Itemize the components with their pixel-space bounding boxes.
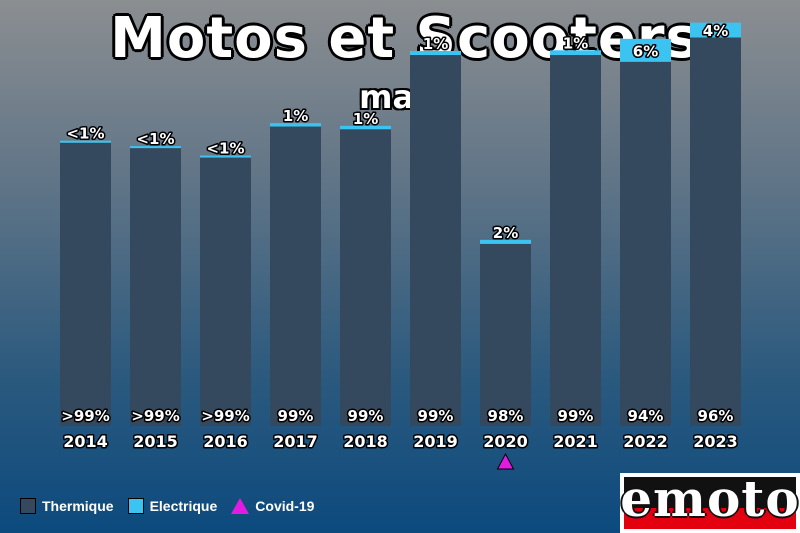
data-label-electrique-2017: 1% <box>283 107 308 125</box>
logo-black-band <box>624 477 796 508</box>
data-label-electrique-2018: 1% <box>353 110 378 128</box>
data-label-thermique-2016: >99% <box>201 407 249 425</box>
data-label-electrique-2022: 6% <box>633 42 658 60</box>
legend-item-covid: Covid-19 <box>231 498 314 514</box>
logo-text: emoto <box>620 469 800 528</box>
emoto-logo: emoto <box>620 469 800 533</box>
x-tick-label-2023: 2023 <box>693 432 738 451</box>
bar-thermique-2015 <box>130 148 181 426</box>
data-label-electrique-2014: <1% <box>66 125 104 143</box>
bar-thermique-2014 <box>60 142 111 426</box>
x-tick-label-2022: 2022 <box>623 432 668 451</box>
bar-electrique-2020 <box>480 239 531 244</box>
bar-electrique-2015 <box>130 146 181 149</box>
legend-label-covid: Covid-19 <box>255 498 315 514</box>
data-label-electrique-2016: <1% <box>206 140 244 158</box>
data-label-electrique-2021: 1% <box>563 34 588 52</box>
data-label-thermique-2017: 99% <box>278 407 314 425</box>
triangle-icon <box>231 498 250 514</box>
legend: Thermique Electrique Covid-19 <box>20 496 328 516</box>
data-label-electrique-2020: 2% <box>493 224 518 242</box>
covid-marker-2020 <box>496 452 515 470</box>
x-tick-label-2021: 2021 <box>553 432 598 451</box>
data-label-thermique-2019: 99% <box>418 407 454 425</box>
data-label-thermique-2014: >99% <box>61 407 109 425</box>
bar-thermique-2021 <box>550 55 601 427</box>
data-label-thermique-2023: 96% <box>698 407 734 425</box>
x-tick-label-2015: 2015 <box>133 432 178 451</box>
data-label-thermique-2015: >99% <box>131 407 179 425</box>
x-tick-label-2020: 2020 <box>483 432 528 451</box>
bar-electrique-2014 <box>60 140 111 143</box>
logo-red-band <box>624 508 796 529</box>
bar-thermique-2017 <box>270 126 321 426</box>
x-tick-label-2014: 2014 <box>63 432 108 451</box>
bar-electrique-2017 <box>270 123 321 127</box>
legend-label-electrique: Electrique <box>149 498 218 514</box>
x-tick-label-2019: 2019 <box>413 432 458 451</box>
bar-electrique-2018 <box>340 125 391 130</box>
data-label-thermique-2022: 94% <box>628 407 664 425</box>
data-label-thermique-2021: 99% <box>558 407 594 425</box>
bar-electrique-2023 <box>690 22 741 38</box>
x-tick-label-2016: 2016 <box>203 432 248 451</box>
x-tick-label-2017: 2017 <box>273 432 318 451</box>
data-label-thermique-2020: 98% <box>488 407 524 425</box>
data-label-thermique-2018: 99% <box>348 407 384 425</box>
bar-electrique-2019 <box>410 50 461 56</box>
bar-thermique-2022 <box>620 61 671 427</box>
legend-label-thermique: Thermique <box>42 498 114 514</box>
bar-thermique-2018 <box>340 129 391 426</box>
data-label-electrique-2023: 4% <box>703 22 728 40</box>
bar-thermique-2020 <box>480 243 531 426</box>
bar-thermique-2019 <box>410 55 461 427</box>
x-tick-label-2018: 2018 <box>343 432 388 451</box>
legend-item-thermique: Thermique <box>20 498 114 514</box>
data-label-electrique-2019: 1% <box>423 35 448 53</box>
legend-item-electrique: Electrique <box>127 498 218 514</box>
bar-electrique-2016 <box>200 155 251 158</box>
legend-swatch-electrique <box>127 498 144 514</box>
legend-swatch-thermique <box>20 498 36 514</box>
data-label-electrique-2015: <1% <box>136 130 174 148</box>
bar-electrique-2022 <box>620 38 671 62</box>
bar-electrique-2021 <box>550 50 601 56</box>
bar-thermique-2023 <box>690 37 741 426</box>
bar-thermique-2016 <box>200 157 251 426</box>
